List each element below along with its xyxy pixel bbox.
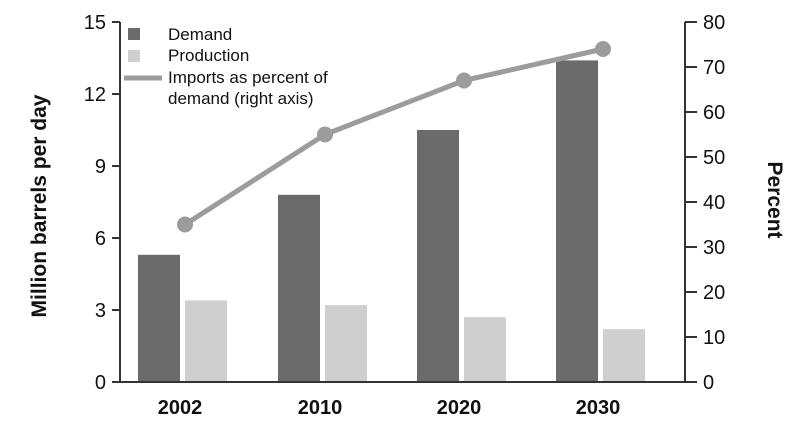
right-tick-label: 80 (703, 12, 725, 34)
legend-label-imports-line2: demand (right axis) (168, 89, 314, 108)
left-tick-label: 15 (84, 12, 106, 34)
bar-production (464, 317, 506, 382)
right-tick-label: 10 (703, 327, 725, 349)
legend-label-production: Production (168, 46, 249, 65)
imports-series-line (183, 46, 604, 227)
legend-label-demand: Demand (168, 25, 232, 44)
left-axis: 0 3 6 9 12 15 (84, 12, 121, 394)
right-tick-label: 30 (703, 237, 725, 259)
x-tick-label: 2030 (576, 397, 621, 419)
bar-demand (417, 130, 459, 382)
x-axis: 2002 2010 2020 2030 (120, 381, 685, 419)
left-tick-label: 3 (95, 300, 106, 322)
right-tick-label: 70 (703, 57, 725, 79)
imports-point (456, 72, 472, 89)
bar-production (325, 305, 367, 382)
bar-demand (138, 254, 180, 382)
x-tick-label: 2020 (437, 397, 482, 419)
right-tick-label: 40 (703, 192, 725, 214)
legend-label-imports-line1: Imports as percent of (168, 68, 328, 87)
right-tick-label: 60 (703, 102, 725, 124)
right-tick-label: 0 (703, 372, 714, 394)
left-tick-label: 9 (95, 156, 106, 178)
bar-demand (556, 60, 598, 383)
bar-demand (278, 194, 320, 382)
y2-axis-title: Percent (763, 161, 786, 238)
right-tick-label: 50 (703, 147, 725, 169)
right-axis: 0 10 20 30 40 50 60 70 80 (684, 12, 725, 394)
imports-line (177, 41, 611, 233)
y-axis-title: Million barrels per day (28, 94, 51, 317)
legend-swatch-demand (128, 28, 140, 40)
bars (138, 60, 645, 383)
left-tick-label: 0 (95, 372, 106, 394)
bar-production (185, 300, 227, 382)
left-tick-label: 12 (84, 84, 106, 106)
legend-swatch-production (128, 50, 140, 62)
left-tick-label: 6 (95, 228, 106, 250)
right-tick-label: 20 (703, 282, 725, 304)
imports-point (317, 126, 333, 143)
imports-point (177, 216, 193, 233)
imports-point (595, 41, 611, 57)
bar-production (603, 329, 645, 382)
x-tick-label: 2002 (158, 397, 203, 419)
legend: Demand Production Imports as percent of … (124, 25, 328, 108)
x-tick-label: 2010 (298, 397, 343, 419)
